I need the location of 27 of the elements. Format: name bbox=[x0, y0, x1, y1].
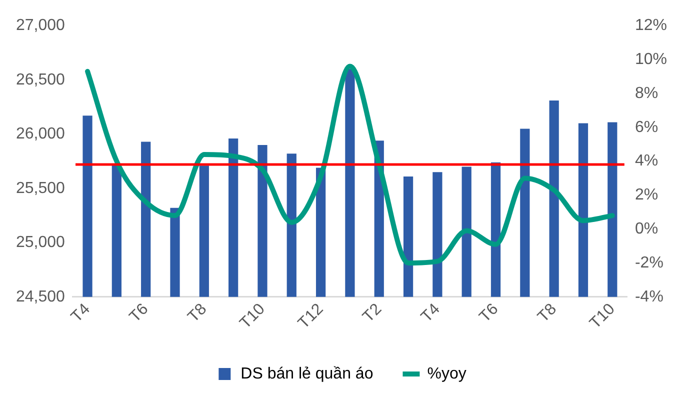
legend-label: DS bán lẻ quần áo bbox=[240, 365, 374, 382]
x-tick-label: T8 bbox=[184, 300, 210, 326]
y2-tick-label: -4% bbox=[634, 288, 664, 306]
x-tick-label: T4 bbox=[68, 300, 94, 326]
x-tick-label: T4 bbox=[418, 300, 444, 326]
x-tick-label: T8 bbox=[534, 300, 560, 326]
y-tick-label: 25,500 bbox=[16, 180, 66, 197]
x-tick-label: T2 bbox=[360, 300, 386, 326]
y2-tick-label: 6% bbox=[634, 118, 658, 136]
y2-tick-label: 12% bbox=[634, 17, 668, 34]
y-tick-label: 24,500 bbox=[16, 288, 66, 306]
x-tick-label: T6 bbox=[126, 300, 152, 326]
y2-tick-label: 10% bbox=[634, 50, 668, 68]
y2-tick-label: 0% bbox=[634, 220, 658, 238]
y2-tick-label: 8% bbox=[634, 84, 658, 102]
y2-tick-label: -2% bbox=[634, 254, 664, 272]
y2-tick-label: 4% bbox=[634, 152, 658, 170]
y-tick-label: 25,000 bbox=[16, 234, 66, 252]
x-tick-label: T10 bbox=[236, 300, 268, 332]
legend-label: %yoy bbox=[427, 365, 466, 382]
y2-tick-label: 2% bbox=[634, 186, 658, 204]
y-tick-label: 26,000 bbox=[16, 126, 66, 143]
x-tick-label: T10 bbox=[586, 300, 618, 332]
y-tick-label: 26,500 bbox=[16, 71, 66, 88]
x-tick-label: T6 bbox=[476, 300, 502, 326]
y-tick-label: 27,000 bbox=[16, 17, 66, 34]
x-tick-label: T12 bbox=[295, 300, 327, 332]
